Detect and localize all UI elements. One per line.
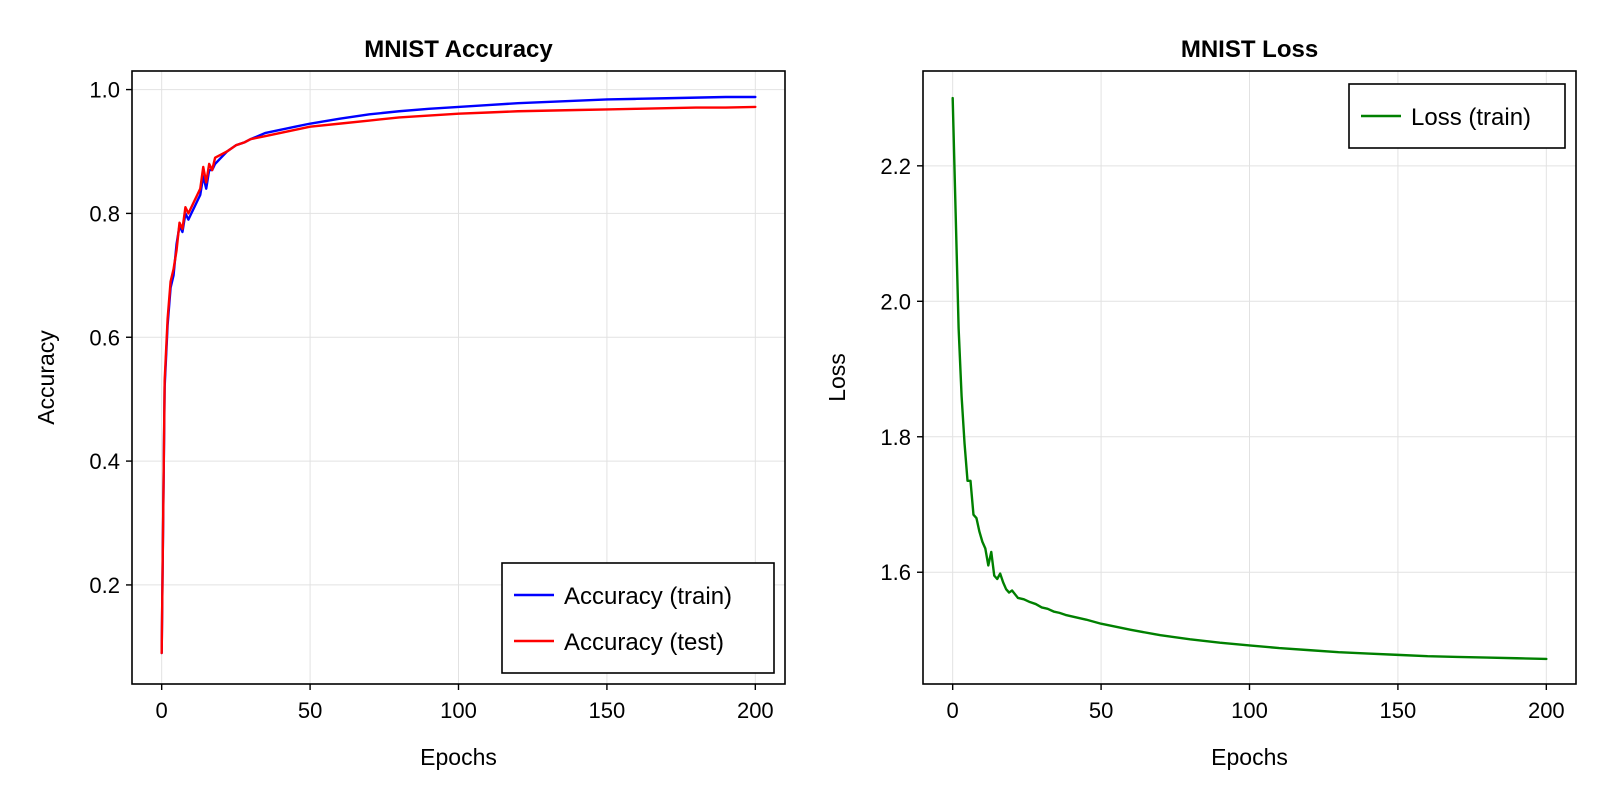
x-tick-label: 150 [589, 698, 626, 723]
legend-label: Accuracy (test) [564, 629, 724, 656]
y-tick-label: 0.2 [89, 573, 120, 598]
legend-label: Loss (train) [1411, 104, 1531, 131]
y-tick-label: 1.0 [89, 78, 120, 103]
series-line-0 [951, 96, 1548, 661]
x-tick-label: 200 [1528, 698, 1565, 723]
y-tick-label: 2.0 [880, 289, 911, 314]
y-axis-label: Loss [824, 353, 850, 402]
x-tick-label: 100 [440, 698, 477, 723]
series-line-1 [160, 105, 757, 655]
legend-label: Accuracy (train) [564, 583, 732, 610]
y-axis-label: Accuracy [33, 330, 59, 425]
x-tick-label: 50 [1089, 698, 1113, 723]
y-tick-label: 1.6 [880, 560, 911, 585]
y-tick-label: 0.4 [89, 449, 120, 474]
x-tick-label: 50 [298, 698, 322, 723]
legend-box [501, 562, 775, 674]
x-tick-label: 100 [1231, 698, 1268, 723]
y-tick-label: 1.8 [880, 425, 911, 450]
chart-title: MNIST Loss [1181, 36, 1318, 63]
y-tick-label: 2.2 [880, 154, 911, 179]
y-tick-label: 0.6 [89, 325, 120, 350]
x-tick-label: 0 [947, 698, 959, 723]
x-tick-label: 150 [1380, 698, 1417, 723]
y-tick-label: 0.8 [89, 201, 120, 226]
x-axis-label: Epochs [1211, 744, 1288, 770]
chart-panel-1: 0 50 100 150 200 1.6 1.8 2.0 2.2 MNIST Loss Epochs… [824, 36, 1577, 770]
legend: Accuracy (train) Accuracy (test) [501, 562, 775, 674]
legend: Loss (train) [1348, 83, 1566, 149]
chart-title: MNIST Accuracy [364, 36, 553, 63]
x-tick-label: 0 [156, 698, 168, 723]
x-tick-label: 200 [737, 698, 774, 723]
chart-panel-0: 0 50 100 150 200 0.2 0.4 0.6 0.8 1.0 MNIST Accurac… [33, 36, 786, 770]
x-axis-label: Epochs [420, 744, 497, 770]
